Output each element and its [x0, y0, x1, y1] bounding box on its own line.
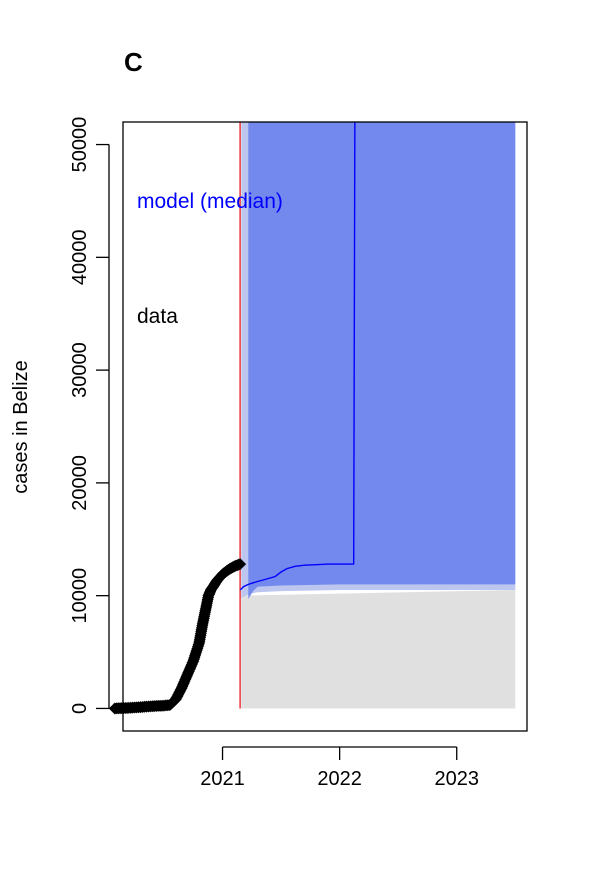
panel-label: C [124, 47, 143, 77]
y-tick-label: 30000 [69, 342, 91, 398]
data-point [234, 558, 247, 571]
y-tick-label: 10000 [69, 568, 91, 624]
band-inner [248, 122, 516, 600]
legend-data-label: data [137, 305, 178, 328]
y-tick-label: 20000 [69, 455, 91, 511]
band-low [241, 590, 516, 709]
x-tick-label: 2023 [434, 768, 479, 790]
y-tick-label: 0 [69, 703, 91, 714]
model-median-line [239, 121, 356, 591]
x-axis: 2021 2022 2023 [200, 746, 479, 790]
plot-frame [122, 121, 528, 732]
x-tick-label: 2022 [317, 768, 362, 790]
y-axis-title: cases in Belize [10, 360, 32, 493]
plot-area [108, 121, 516, 715]
y-tick-label: 50000 [69, 117, 91, 173]
legend-model-label: model (median) [137, 190, 283, 213]
y-tick-label: 40000 [69, 230, 91, 286]
y-axis: 0 10000 20000 30000 40000 50000 [69, 117, 110, 714]
data-series [108, 558, 247, 715]
x-tick-label: 2021 [200, 768, 245, 790]
